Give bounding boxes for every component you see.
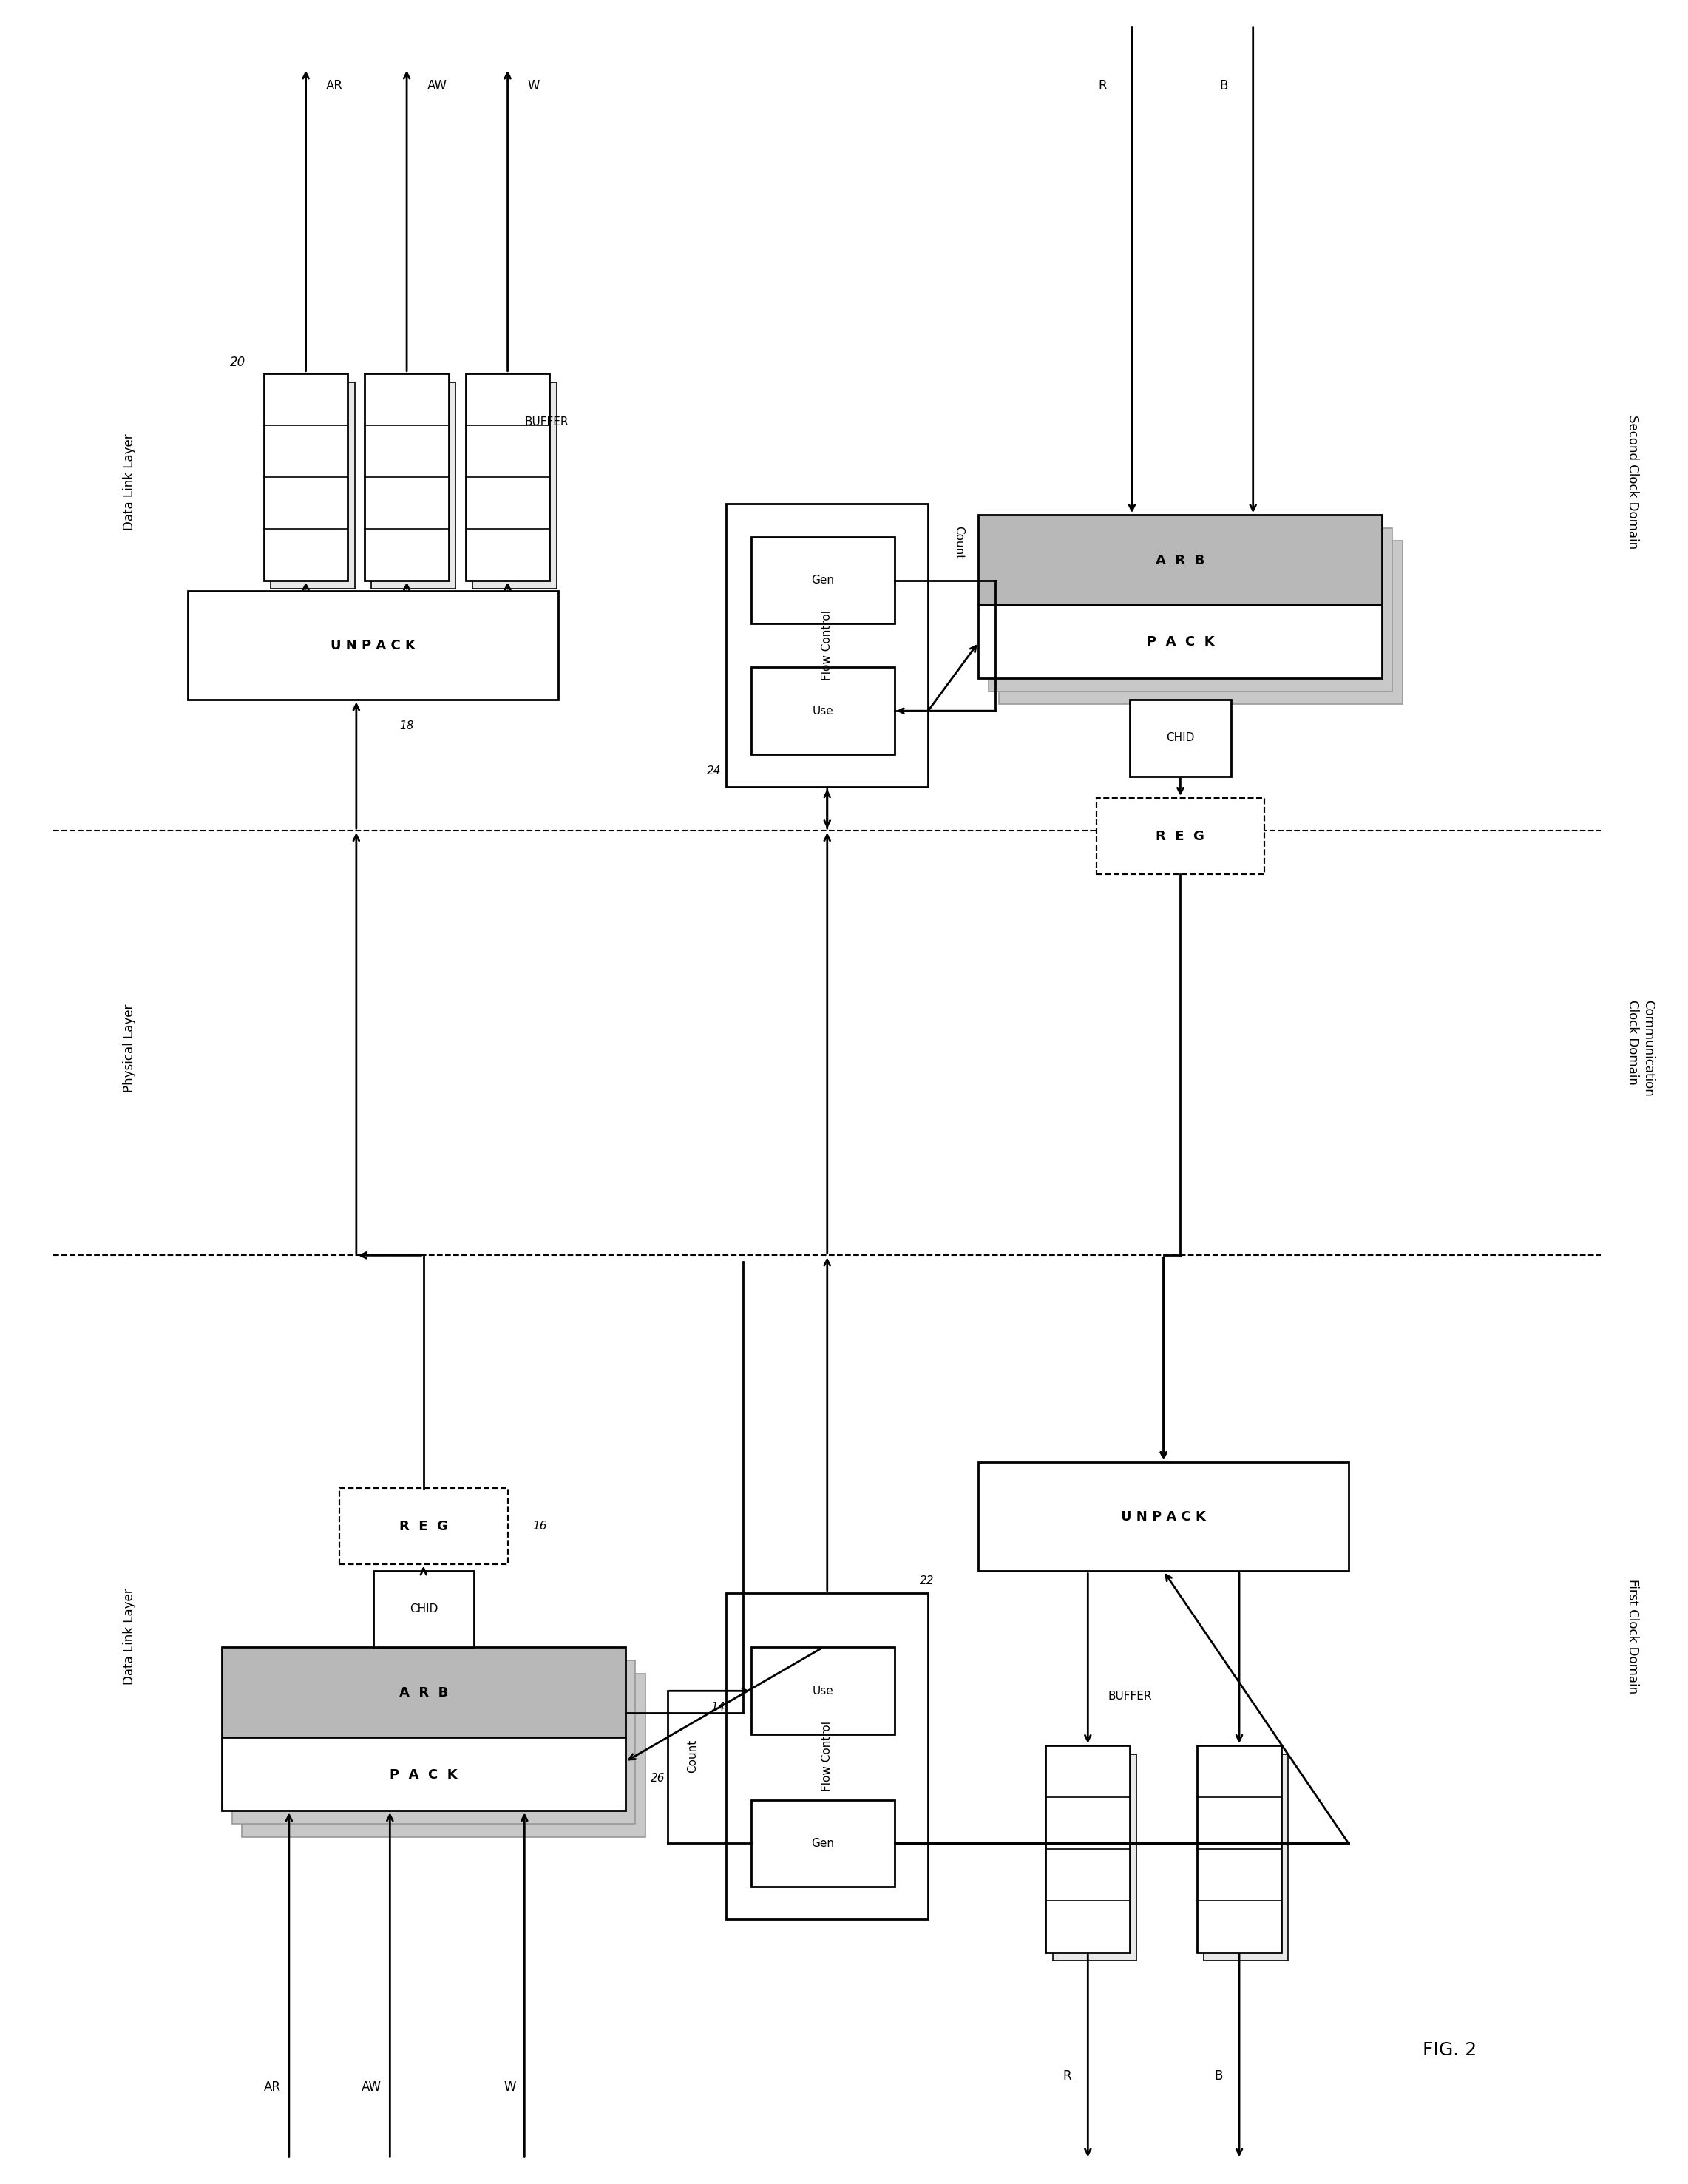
Bar [1204,1754,1288,1961]
Text: First Clock Domain: First Clock Domain [1626,1579,1639,1695]
Text: W: W [503,2081,517,2094]
Bar [726,1592,928,1920]
Bar [1047,1745,1129,1952]
Text: Data Link Layer: Data Link Layer [123,1588,135,1684]
Text: P  A  C  K: P A C K [390,1769,457,1782]
Text: Gen: Gen [812,574,834,585]
Bar [373,1570,474,1647]
Bar [241,1673,645,1837]
Text: B: B [1219,79,1227,92]
Bar [751,1800,895,1887]
Text: Count: Count [954,526,964,559]
Bar [1053,1754,1136,1961]
Text: R  E  G: R E G [1156,830,1205,843]
Text: 14: 14 [711,1701,726,1712]
Text: Count: Count [687,1738,699,1773]
Text: Data Link Layer: Data Link Layer [123,435,135,531]
Bar [187,592,559,701]
Bar [365,373,449,581]
Text: BUFFER: BUFFER [1107,1690,1151,1701]
Bar [270,382,354,590]
Text: Second Clock Domain: Second Clock Domain [1626,415,1639,548]
Text: AR: AR [263,2081,280,2094]
Text: BUFFER: BUFFER [525,417,569,428]
Text: 20: 20 [230,356,246,369]
Text: 18: 18 [400,721,414,732]
Text: Communication
Clock Domain: Communication Clock Domain [1626,1000,1654,1096]
Text: 26: 26 [650,1773,665,1784]
Bar [466,373,550,581]
Bar [339,1487,508,1564]
Text: R  E  G: R E G [398,1520,447,1533]
Bar [999,542,1403,705]
Text: AW: AW [427,79,447,92]
Bar [1129,701,1231,775]
Text: AW: AW [361,2081,381,2094]
Text: Flow Control: Flow Control [822,1721,832,1791]
Text: P  A  C  K: P A C K [1146,636,1214,649]
Text: A  R  B: A R B [398,1686,447,1699]
Bar [979,605,1382,679]
Text: Gen: Gen [812,1837,834,1850]
Bar [751,1647,895,1734]
Bar [1197,1745,1281,1952]
Bar [726,505,928,786]
Bar [751,537,895,625]
Bar [751,668,895,753]
Text: 22: 22 [920,1575,933,1586]
Text: Use: Use [812,705,834,716]
Text: A  R  B: A R B [1156,555,1205,568]
Bar [989,529,1393,692]
Text: Physical Layer: Physical Layer [123,1005,135,1092]
Bar [473,382,557,590]
Text: CHID: CHID [410,1603,437,1614]
Text: Flow Control: Flow Control [822,609,832,681]
Text: 16: 16 [533,1520,547,1531]
Text: R: R [1062,2070,1072,2084]
Bar [221,1736,625,1811]
Bar [263,373,348,581]
Text: AR: AR [326,79,343,92]
Bar [231,1660,635,1824]
Text: U N P A C K: U N P A C K [1121,1509,1205,1522]
Text: U N P A C K: U N P A C K [331,640,415,653]
Text: FIG. 2: FIG. 2 [1423,2042,1477,2060]
Text: 24: 24 [707,764,721,775]
Text: Use: Use [812,1686,834,1697]
Text: W: W [528,79,540,92]
Bar [1096,797,1264,874]
Bar [371,382,456,590]
Bar [979,1463,1349,1570]
Bar [221,1647,625,1736]
Text: CHID: CHID [1166,732,1195,743]
Text: B: B [1214,2070,1222,2084]
Bar [979,515,1382,605]
Text: R: R [1099,79,1107,92]
